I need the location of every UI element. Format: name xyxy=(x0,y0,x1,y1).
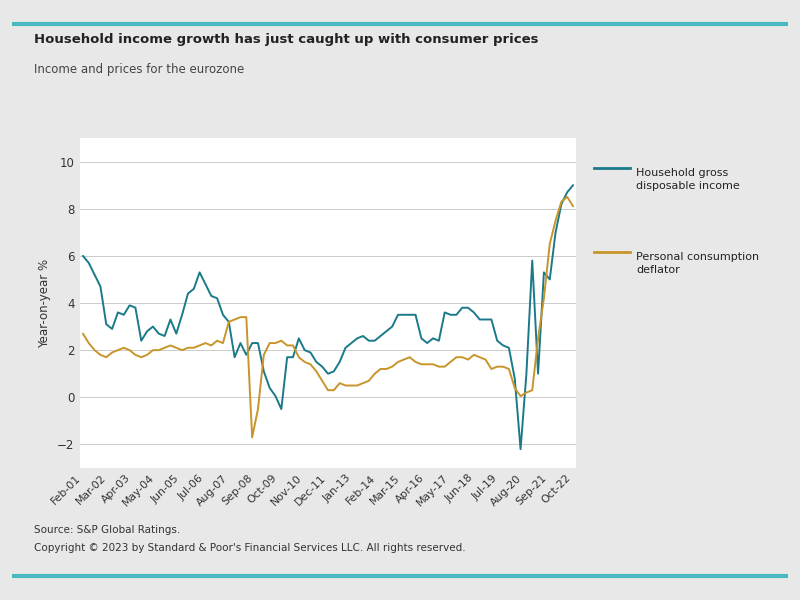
Text: Income and prices for the eurozone: Income and prices for the eurozone xyxy=(34,63,245,76)
Text: Source: S&P Global Ratings.: Source: S&P Global Ratings. xyxy=(34,525,181,535)
Text: Household income growth has just caught up with consumer prices: Household income growth has just caught … xyxy=(34,33,539,46)
Text: Household gross
disposable income: Household gross disposable income xyxy=(636,168,740,191)
Y-axis label: Year-on-year %: Year-on-year % xyxy=(38,259,51,347)
Text: Copyright © 2023 by Standard & Poor's Financial Services LLC. All rights reserve: Copyright © 2023 by Standard & Poor's Fi… xyxy=(34,543,466,553)
Text: Personal consumption
deflator: Personal consumption deflator xyxy=(636,252,759,275)
